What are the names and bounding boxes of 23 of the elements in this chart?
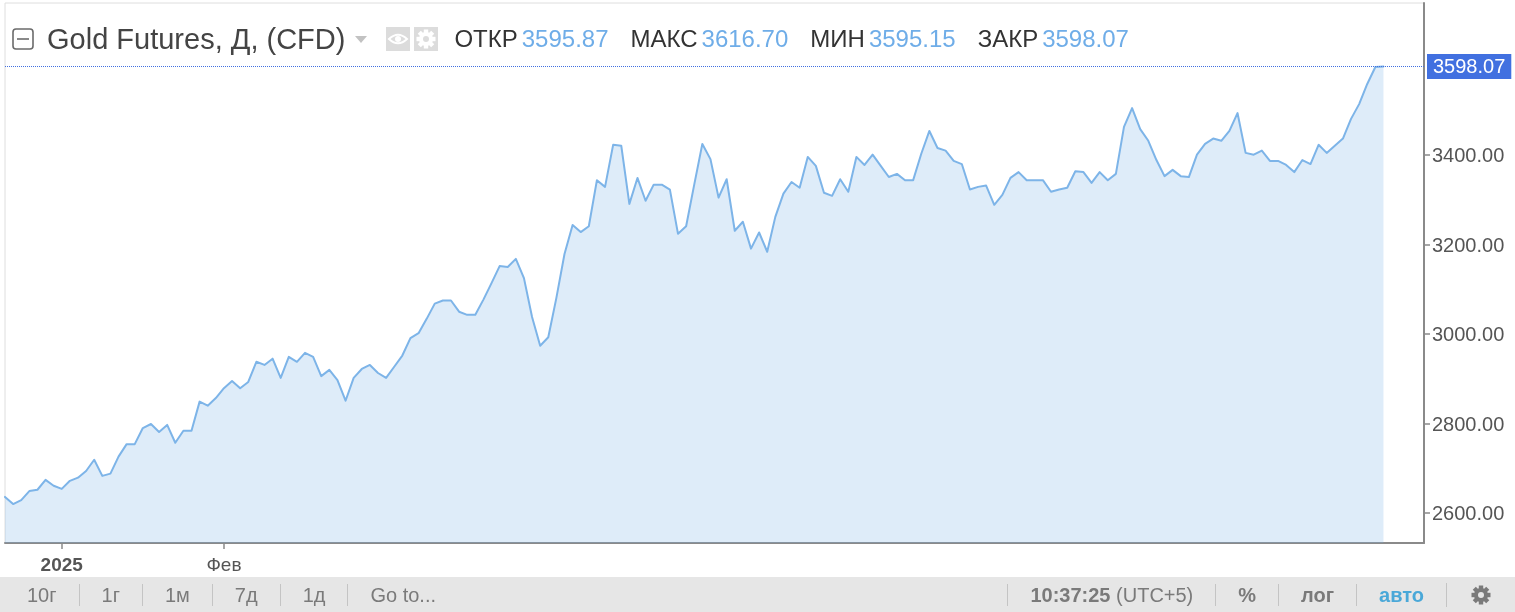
text: 1г <box>79 583 143 606</box>
y-tick-label: 3400.00 <box>1432 144 1505 167</box>
text: 1д <box>280 583 349 606</box>
text: 7д <box>212 583 281 606</box>
text: % <box>1215 583 1279 606</box>
ref-line-label: 3598.07 <box>1433 55 1506 78</box>
annotation: ЗАКР 3598.07 <box>977 25 1129 52</box>
x-tick-label: 2025 <box>40 554 84 575</box>
text: 10:37:25 (UTC+5) <box>1007 583 1216 606</box>
text: 1м <box>142 583 213 606</box>
x-tick-label: Фев <box>206 554 242 575</box>
annotation: МИН 3595.15 <box>810 25 956 52</box>
text: лог <box>1278 583 1357 606</box>
y-tick-label: 3000.00 <box>1432 323 1505 346</box>
text: Go to... <box>369 583 438 606</box>
y-tick-label: 2800.00 <box>1432 412 1505 435</box>
y-tick-label: 2600.00 <box>1432 502 1505 525</box>
annotation: ОТКР 3595.87 <box>454 25 609 52</box>
text: 10г <box>5 583 80 606</box>
text: Gold Futures, Д, (CFD) <box>47 22 346 57</box>
annotation: МАКС 3616.70 <box>630 25 789 52</box>
text: авто <box>1356 583 1446 606</box>
y-tick-label: 3200.00 <box>1432 233 1505 256</box>
